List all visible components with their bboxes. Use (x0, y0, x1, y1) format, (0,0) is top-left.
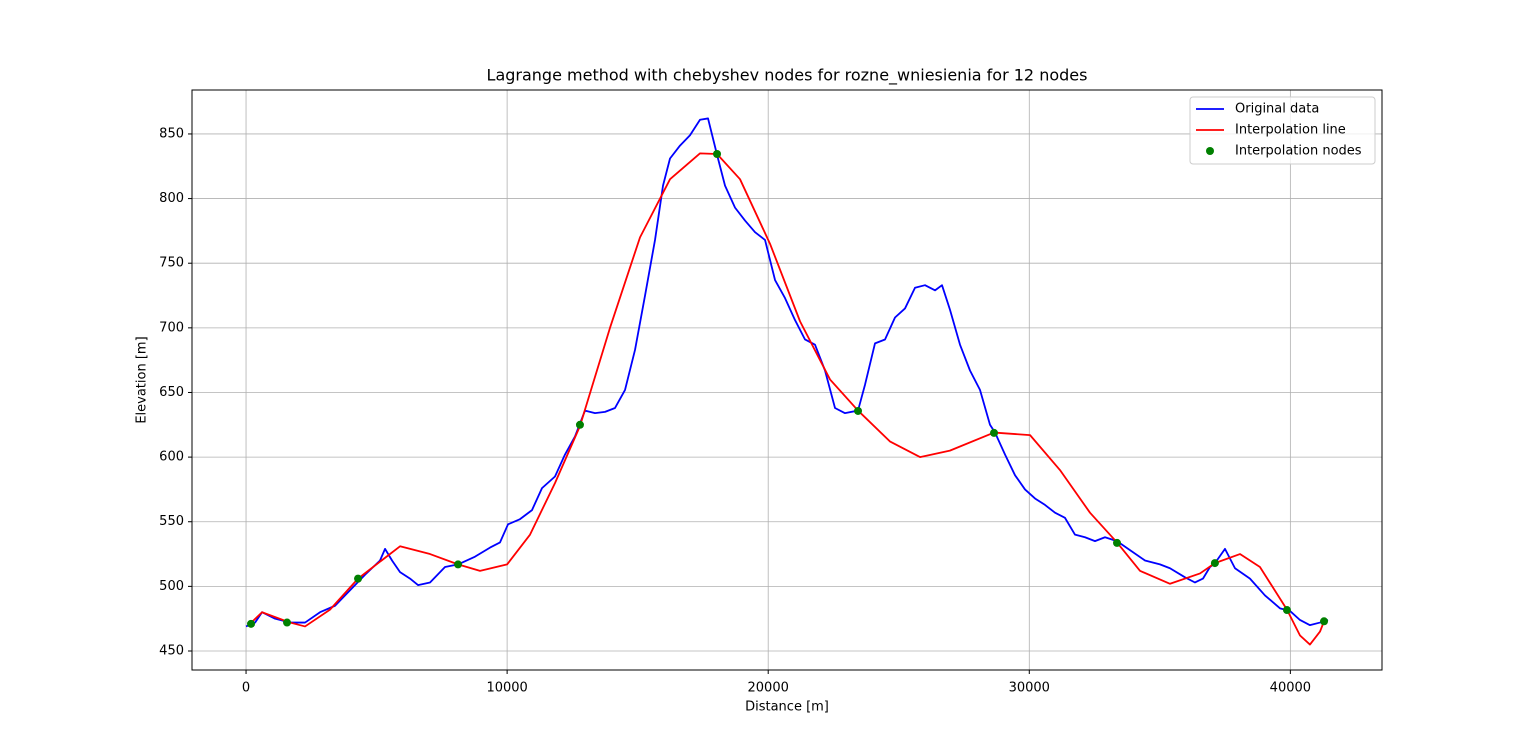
legend-marker (1206, 147, 1214, 155)
node-marker (247, 619, 256, 628)
x-tick-label: 40000 (1270, 681, 1311, 696)
legend-label: Interpolation nodes (1235, 144, 1362, 159)
node-marker (713, 149, 722, 158)
x-axis-label: Distance [m] (745, 700, 829, 715)
node-marker (575, 420, 584, 429)
x-tick-label: 0 (242, 681, 250, 696)
y-tick-label: 600 (159, 450, 184, 465)
y-tick-label: 800 (159, 191, 184, 206)
node-marker (283, 618, 292, 627)
node-marker (1210, 559, 1219, 568)
legend-box (1189, 96, 1376, 165)
chart-title: Lagrange method with chebyshev nodes for… (487, 66, 1088, 86)
y-tick-label: 500 (159, 579, 184, 594)
y-tick-label: 650 (159, 385, 184, 400)
y-tick-label: 700 (159, 320, 184, 335)
node-marker (454, 560, 463, 569)
y-tick-label: 550 (159, 514, 184, 529)
axes-frame (191, 89, 1383, 671)
y-tick-label: 750 (159, 256, 184, 271)
y-tick-label: 450 (159, 643, 184, 658)
node-marker (854, 406, 863, 415)
node-marker (1320, 617, 1329, 626)
x-tick-label: 10000 (486, 681, 527, 696)
legend-label: Original data (1235, 102, 1319, 117)
node-marker (990, 428, 999, 437)
data-line (249, 152, 1325, 646)
data-line (245, 117, 1329, 628)
y-axis-label: Elevation [m] (135, 336, 150, 423)
x-tick-label: 30000 (1009, 681, 1050, 696)
legend-label: Interpolation line (1235, 123, 1346, 138)
node-marker (1282, 606, 1291, 615)
node-marker (1113, 538, 1122, 547)
node-marker (354, 574, 363, 583)
x-tick-label: 20000 (748, 681, 789, 696)
y-tick-label: 850 (159, 126, 184, 141)
